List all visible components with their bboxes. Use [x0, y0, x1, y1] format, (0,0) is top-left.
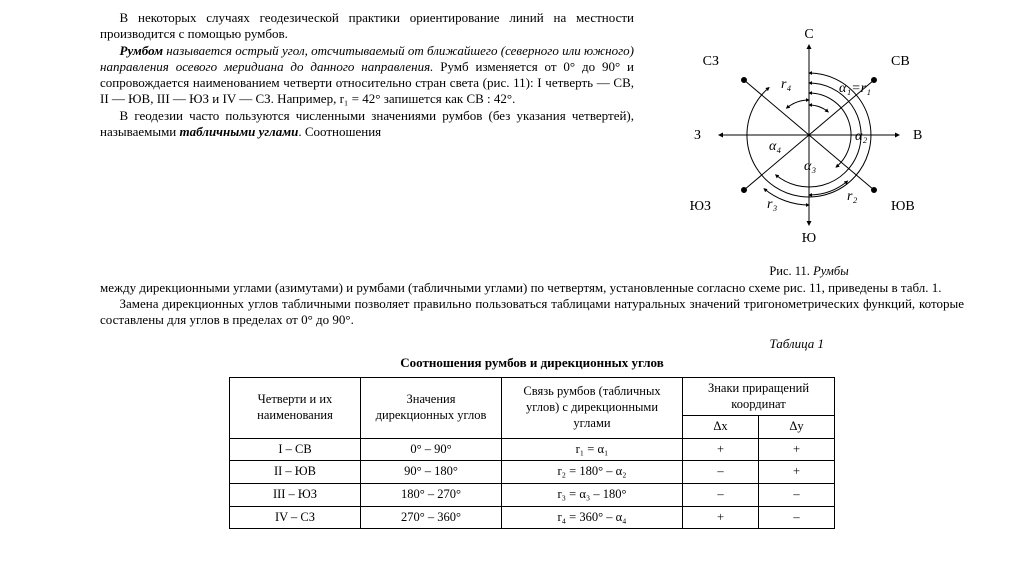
- cell-dy: –: [759, 506, 835, 529]
- para-4: между дирекционными углами (азимутами) и…: [100, 280, 964, 296]
- after-figure: между дирекционными углами (азимутами) и…: [100, 280, 964, 329]
- dir-se: ЮВ: [891, 199, 915, 214]
- cell-q: I – СВ: [230, 438, 361, 461]
- fig-cap-a: Рис. 11.: [769, 264, 813, 278]
- term-tab-angle: табличными углами: [180, 124, 299, 139]
- figure-column: С Ю В З СВ ЮВ ЮЗ СЗ α₁=r₁ α₂ α₃ α₄ r₂ r₃…: [654, 10, 964, 280]
- lbl-r4: r₄: [781, 77, 791, 92]
- para-3: В геодезии часто пользуются численными з…: [100, 108, 634, 141]
- dir-nw: СЗ: [703, 54, 719, 69]
- para-2: Румбом называется острый угол, отсчитыва…: [100, 43, 634, 108]
- cell-dx: –: [683, 484, 759, 507]
- table-label: Таблица 1: [100, 336, 824, 352]
- cell-rel: r₁ = α₁: [502, 438, 683, 461]
- para-3c: . Соотношения: [298, 124, 381, 139]
- cell-q: II – ЮВ: [230, 461, 361, 484]
- th-relation: Связь румбов (табличных углов) c дирекци…: [502, 377, 683, 438]
- cell-q: IV – СЗ: [230, 506, 361, 529]
- dir-n: С: [804, 27, 813, 42]
- lbl-a1r1: α₁=r₁: [839, 81, 871, 96]
- cell-ang: 0° – 90°: [361, 438, 502, 461]
- cell-ang: 270° – 360°: [361, 506, 502, 529]
- table-row: II – ЮВ 90° – 180° r₂ = 180° – α₂ – +: [230, 461, 835, 484]
- th-quarter: Четверти и их наименования: [230, 377, 361, 438]
- table-row: I – СВ 0° – 90° r₁ = α₁ + +: [230, 438, 835, 461]
- dir-sw: ЮЗ: [690, 199, 711, 214]
- lbl-r2: r₂: [847, 189, 857, 204]
- cell-dx: –: [683, 461, 759, 484]
- cell-dy: +: [759, 438, 835, 461]
- rumby-diagram: С Ю В З СВ ЮВ ЮЗ СЗ α₁=r₁ α₂ α₃ α₄ r₂ r₃…: [659, 10, 959, 260]
- th-angles: Значения дирекционных углов: [361, 377, 502, 438]
- rumby-table: Четверти и их наименования Значения дире…: [229, 377, 835, 529]
- dir-s: Ю: [802, 231, 816, 246]
- cell-q: III – ЮЗ: [230, 484, 361, 507]
- term-rumb: Румбом: [120, 43, 164, 58]
- table-title: Соотношения румбов и дирекционных углов: [100, 355, 964, 371]
- cell-ang: 180° – 270°: [361, 484, 502, 507]
- table-row: IV – СЗ 270° – 360° r₄ = 360° – α₄ + –: [230, 506, 835, 529]
- lbl-a2: α₂: [855, 129, 867, 144]
- figure-caption: Рис. 11. Румбы: [654, 264, 964, 280]
- text-column: В некоторых случаях геодезической практи…: [100, 10, 634, 140]
- cell-dy: –: [759, 484, 835, 507]
- dir-ne: СВ: [891, 54, 910, 69]
- cell-dy: +: [759, 461, 835, 484]
- lbl-a3: α₃: [804, 159, 816, 174]
- para-1: В некоторых случаях геодезической практи…: [100, 10, 634, 43]
- dir-e: В: [913, 128, 922, 143]
- dir-w: З: [694, 128, 701, 143]
- cell-ang: 90° – 180°: [361, 461, 502, 484]
- cell-dx: +: [683, 438, 759, 461]
- table-row: III – ЮЗ 180° – 270° r₃ = α₃ – 180° – –: [230, 484, 835, 507]
- th-dy: Δy: [759, 416, 835, 439]
- fig-cap-b: Румбы: [813, 264, 849, 278]
- para-5: Замена дирекционных углов табличными поз…: [100, 296, 964, 329]
- th-signs: Знаки приращений координат: [683, 377, 835, 415]
- cell-dx: +: [683, 506, 759, 529]
- lbl-a4: α₄: [769, 139, 781, 154]
- cell-rel: r₄ = 360° – α₄: [502, 506, 683, 529]
- cell-rel: r₂ = 180° – α₂: [502, 461, 683, 484]
- cell-rel: r₃ = α₃ – 180°: [502, 484, 683, 507]
- lbl-r3: r₃: [767, 197, 777, 212]
- th-dx: Δx: [683, 416, 759, 439]
- top-row: В некоторых случаях геодезической практи…: [100, 10, 964, 280]
